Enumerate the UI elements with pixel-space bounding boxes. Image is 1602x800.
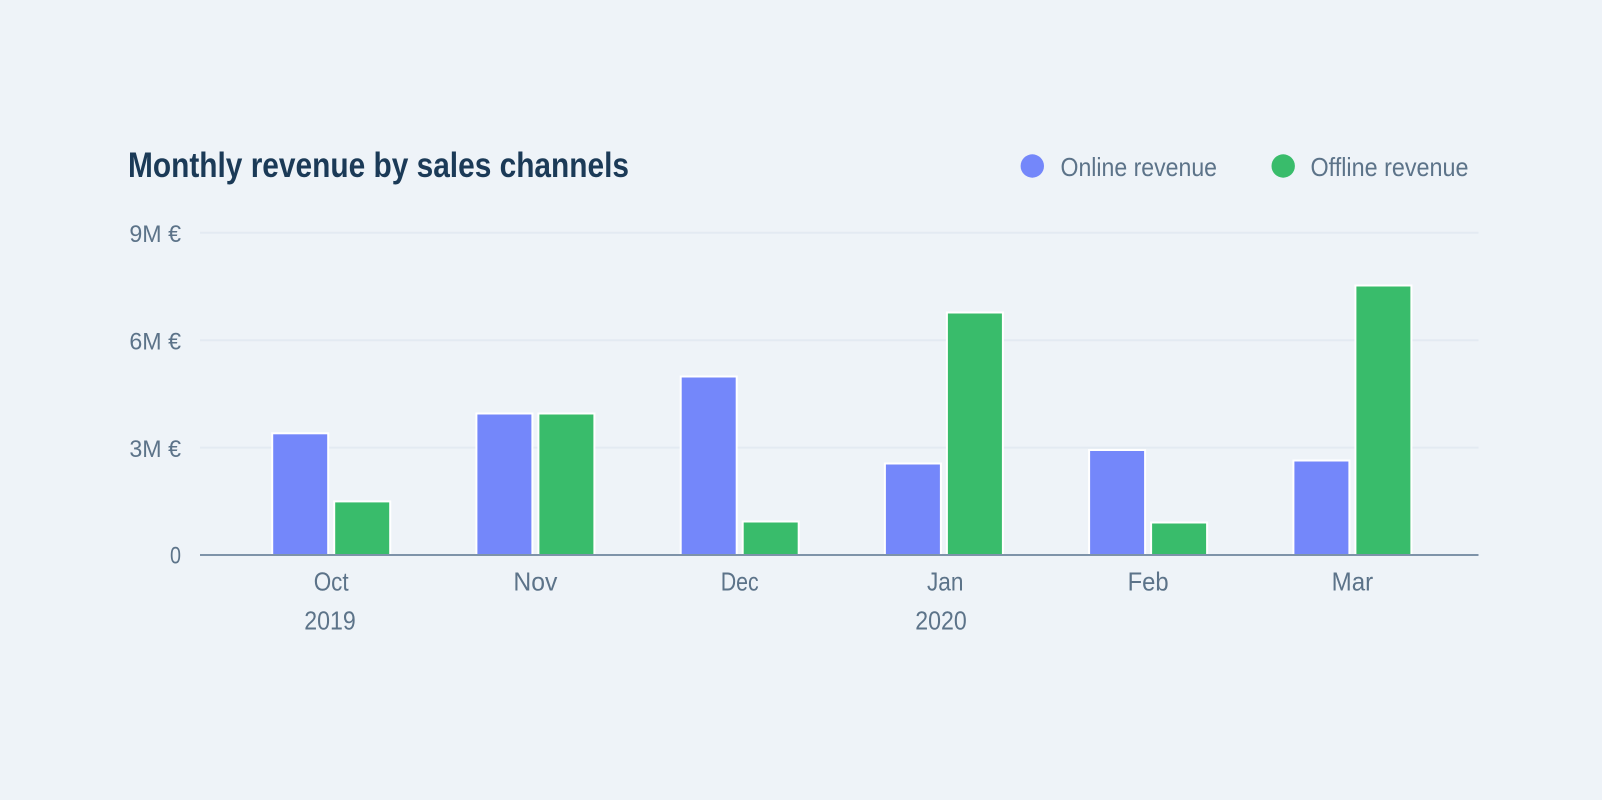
svg-text:Offline revenue: Offline revenue bbox=[1311, 152, 1469, 182]
svg-text:2019: 2019 bbox=[304, 606, 356, 636]
svg-text:Mar: Mar bbox=[1332, 567, 1374, 597]
svg-text:Online revenue: Online revenue bbox=[1061, 152, 1218, 182]
svg-text:Feb: Feb bbox=[1128, 567, 1169, 597]
svg-text:Monthly revenue by sales chann: Monthly revenue by sales channels bbox=[128, 146, 629, 185]
svg-text:9M €: 9M € bbox=[129, 221, 181, 248]
svg-text:6M €: 6M € bbox=[129, 329, 181, 356]
svg-text:Jan: Jan bbox=[927, 567, 964, 597]
svg-text:2020: 2020 bbox=[915, 606, 967, 636]
svg-text:3M €: 3M € bbox=[129, 436, 181, 463]
svg-text:Dec: Dec bbox=[721, 567, 759, 597]
svg-text:Oct: Oct bbox=[314, 567, 350, 597]
svg-text:0: 0 bbox=[170, 543, 181, 570]
svg-text:Nov: Nov bbox=[513, 567, 557, 597]
